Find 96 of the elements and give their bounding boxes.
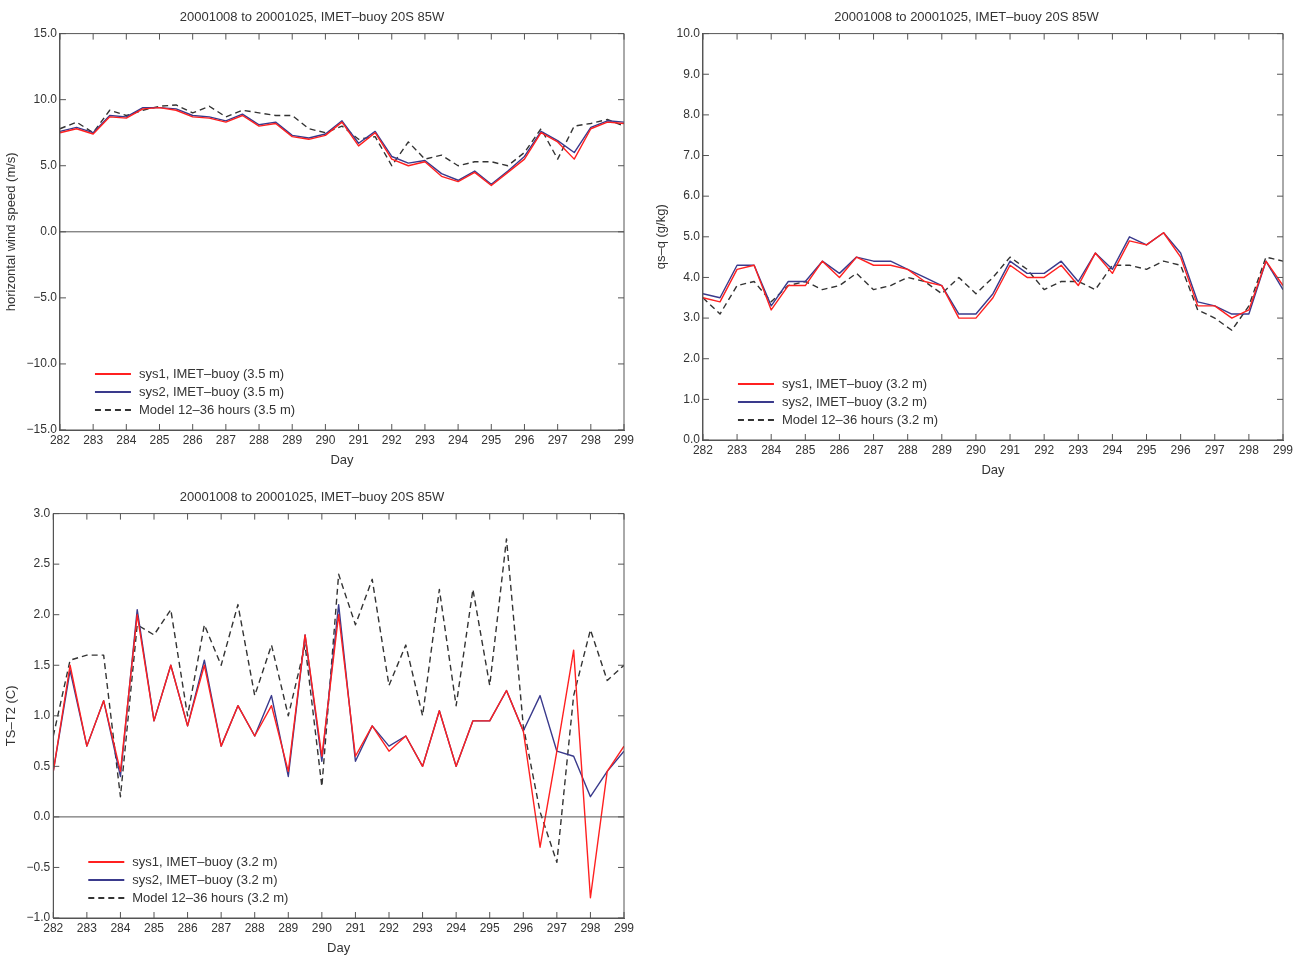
x-tick-label: 283 — [83, 432, 104, 447]
x-tick-label: 296 — [1170, 442, 1191, 457]
y-tick-label: 2.5 — [33, 556, 51, 571]
x-tick-label: 288 — [897, 442, 919, 457]
x-tick-label: 284 — [761, 442, 782, 457]
x-tick-label: 299 — [613, 920, 635, 935]
x-tick-label: 295 — [1136, 442, 1157, 457]
x-tick-label: 285 — [143, 920, 165, 935]
x-tick-label: 292 — [381, 432, 403, 447]
y-tick-label: −10.0 — [26, 356, 58, 371]
y-tick-label: 0.0 — [40, 224, 58, 239]
chart-title: 20001008 to 20001025, IMET–buoy 20S 85W — [179, 9, 445, 25]
x-tick-label: 293 — [1068, 442, 1089, 457]
x-tick-label: 286 — [829, 442, 850, 457]
y-tick-label: 10.0 — [33, 91, 58, 106]
y-tick-label: 0.0 — [33, 809, 51, 824]
legend-label: sys1, IMET–buoy (3.5 m) — [138, 365, 285, 381]
x-axis-title: Day — [327, 939, 351, 955]
x-tick-label: 290 — [311, 920, 333, 935]
x-tick-label: 292 — [378, 920, 400, 935]
x-tick-label: 290 — [965, 442, 987, 457]
legend-label: sys2, IMET–buoy (3.2 m) — [132, 871, 278, 887]
y-tick-label: 3.0 — [33, 505, 51, 520]
x-tick-label: 286 — [182, 432, 204, 447]
y-axis-title: horizontal wind speed (m/s) — [3, 152, 19, 312]
x-tick-label: 289 — [282, 432, 303, 447]
y-tick-label: 15.0 — [33, 25, 58, 40]
x-tick-label: 285 — [795, 442, 816, 457]
x-tick-label: 296 — [513, 920, 534, 935]
x-tick-label: 298 — [580, 920, 601, 935]
x-tick-label: 297 — [547, 432, 568, 447]
y-tick-label: 1.0 — [683, 391, 701, 406]
x-tick-label: 294 — [448, 432, 469, 447]
x-tick-label: 285 — [149, 432, 170, 447]
x-tick-label: 298 — [1238, 442, 1260, 457]
y-tick-label: −0.5 — [26, 859, 51, 874]
chart-title: 20001008 to 20001025, IMET–buoy 20S 85W — [179, 489, 445, 505]
x-tick-label: 291 — [1000, 442, 1021, 457]
x-tick-label: 287 — [211, 920, 232, 935]
legend-label: Model 12–36 hours (3.2 m) — [132, 889, 289, 905]
y-tick-label: 8.0 — [683, 107, 701, 122]
legend-label: sys1, IMET–buoy (3.2 m) — [781, 375, 928, 391]
y-tick-label: −5.0 — [33, 290, 58, 305]
y-tick-label: 1.5 — [33, 657, 51, 672]
y-tick-label: 6.0 — [683, 188, 701, 203]
y-tick-label: 5.0 — [683, 229, 701, 244]
x-tick-label: 298 — [580, 432, 602, 447]
x-axis-title: Day — [330, 451, 355, 467]
x-tick-label: 295 — [481, 432, 502, 447]
x-tick-label: 287 — [215, 432, 237, 447]
x-tick-label: 299 — [1272, 442, 1294, 457]
x-tick-label: 288 — [249, 432, 270, 447]
x-tick-label: 286 — [177, 920, 198, 935]
x-tick-label: 297 — [546, 920, 568, 935]
y-tick-label: 10.0 — [676, 25, 701, 40]
legend-label: Model 12–36 hours (3.2 m) — [781, 411, 939, 427]
x-tick-label: 293 — [412, 920, 433, 935]
y-tick-label: 4.0 — [683, 269, 701, 284]
x-tick-label: 282 — [49, 432, 71, 447]
x-tick-label: 282 — [43, 920, 64, 935]
y-tick-label: 2.0 — [683, 351, 701, 366]
x-tick-label: 283 — [76, 920, 98, 935]
x-tick-label: 293 — [414, 432, 436, 447]
x-tick-label: 299 — [613, 432, 635, 447]
x-tick-label: 294 — [1102, 442, 1123, 457]
legend-label: sys1, IMET–buoy (3.2 m) — [132, 853, 278, 869]
y-axis-title: qs–q (g/kg) — [653, 204, 669, 270]
x-tick-label: 294 — [446, 920, 467, 935]
y-tick-label: 0.5 — [33, 758, 51, 773]
x-tick-label: 284 — [110, 920, 131, 935]
x-tick-label: 282 — [692, 442, 714, 457]
x-tick-label: 283 — [727, 442, 748, 457]
y-tick-label: 3.0 — [683, 310, 701, 325]
y-tick-label: 7.0 — [683, 147, 701, 162]
legend-label: Model 12–36 hours (3.5 m) — [138, 401, 296, 417]
x-tick-label: 297 — [1204, 442, 1226, 457]
legend-label: sys2, IMET–buoy (3.5 m) — [138, 383, 285, 399]
x-axis-title: Day — [981, 461, 1006, 477]
y-axis-title: TS–T2 (C) — [3, 685, 19, 747]
x-tick-label: 289 — [278, 920, 299, 935]
x-tick-label: 284 — [116, 432, 137, 447]
x-tick-label: 292 — [1034, 442, 1055, 457]
y-tick-label: 1.0 — [33, 708, 51, 723]
chart-title: 20001008 to 20001025, IMET–buoy 20S 85W — [834, 9, 1100, 25]
y-tick-label: 9.0 — [683, 66, 701, 81]
x-tick-label: 289 — [931, 442, 953, 457]
x-tick-label: 290 — [315, 432, 336, 447]
x-tick-label: 291 — [345, 920, 366, 935]
x-tick-label: 295 — [479, 920, 501, 935]
legend-label: sys2, IMET–buoy (3.2 m) — [781, 393, 928, 409]
x-tick-label: 287 — [863, 442, 884, 457]
x-tick-label: 288 — [244, 920, 266, 935]
y-tick-label: 2.0 — [33, 607, 51, 622]
x-tick-label: 296 — [514, 432, 535, 447]
y-tick-label: 5.0 — [40, 158, 58, 173]
x-tick-label: 291 — [348, 432, 369, 447]
